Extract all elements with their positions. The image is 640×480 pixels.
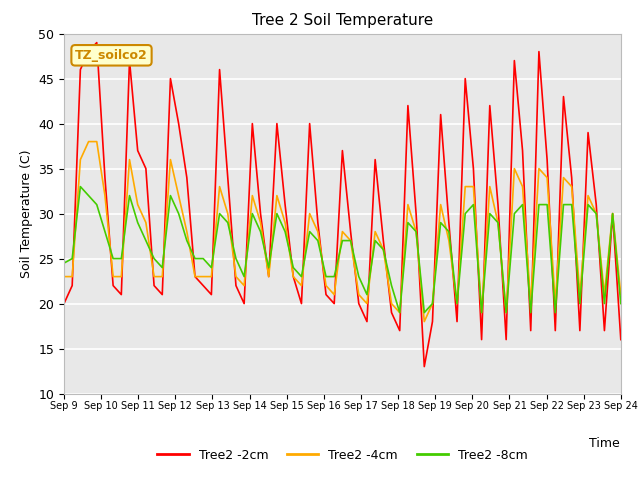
Tree2 -4cm — [388, 300, 396, 306]
Tree2 -2cm — [388, 310, 396, 315]
Tree2 -4cm — [609, 211, 616, 216]
Tree2 -8cm — [109, 256, 117, 262]
Tree2 -2cm — [175, 120, 182, 126]
Line: Tree2 -2cm: Tree2 -2cm — [64, 43, 621, 367]
Legend: Tree2 -2cm, Tree2 -4cm, Tree2 -8cm: Tree2 -2cm, Tree2 -4cm, Tree2 -8cm — [152, 444, 532, 467]
Tree2 -2cm — [93, 40, 100, 46]
Tree2 -8cm — [60, 260, 68, 266]
Tree2 -4cm — [175, 192, 182, 199]
Title: Tree 2 Soil Temperature: Tree 2 Soil Temperature — [252, 13, 433, 28]
Tree2 -8cm — [396, 310, 404, 315]
Text: TZ_soilco2: TZ_soilco2 — [75, 49, 148, 62]
Tree2 -4cm — [502, 310, 510, 315]
Tree2 -4cm — [109, 274, 117, 279]
Tree2 -2cm — [617, 336, 625, 342]
X-axis label: Time: Time — [589, 437, 620, 450]
Tree2 -4cm — [60, 274, 68, 279]
Tree2 -8cm — [159, 264, 166, 270]
Tree2 -8cm — [502, 310, 510, 315]
Tree2 -8cm — [77, 184, 84, 190]
Tree2 -2cm — [420, 364, 428, 370]
Tree2 -8cm — [617, 300, 625, 306]
Tree2 -2cm — [159, 292, 166, 298]
Line: Tree2 -4cm: Tree2 -4cm — [64, 142, 621, 322]
Tree2 -8cm — [175, 211, 182, 216]
Tree2 -2cm — [60, 300, 68, 306]
Tree2 -4cm — [159, 274, 166, 279]
Tree2 -4cm — [617, 292, 625, 298]
Y-axis label: Soil Temperature (C): Soil Temperature (C) — [20, 149, 33, 278]
Tree2 -2cm — [609, 211, 616, 216]
Tree2 -4cm — [84, 139, 92, 144]
Line: Tree2 -8cm: Tree2 -8cm — [64, 187, 621, 312]
Tree2 -8cm — [388, 283, 396, 288]
Tree2 -2cm — [109, 283, 117, 288]
Tree2 -8cm — [609, 211, 616, 216]
Tree2 -4cm — [420, 319, 428, 324]
Tree2 -2cm — [502, 336, 510, 342]
